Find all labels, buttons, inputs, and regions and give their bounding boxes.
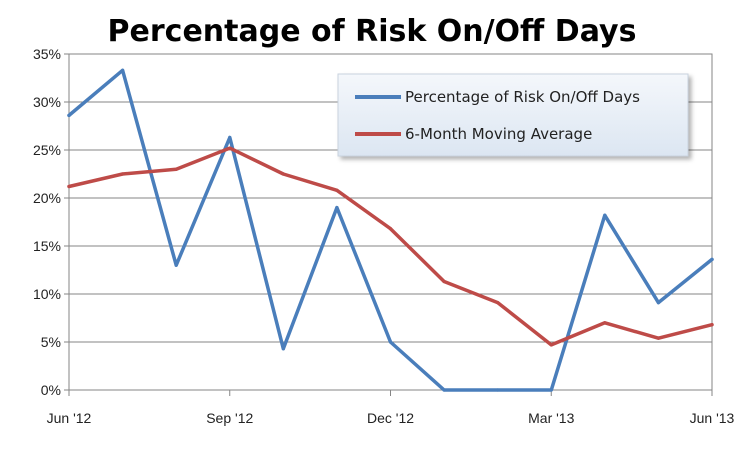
y-tick-label: 15% [33,238,61,254]
data-point-risk-days [388,340,393,344]
data-point-moving-average [335,188,339,192]
data-point-moving-average [549,343,553,347]
data-point-risk-days [228,135,232,140]
data-point-moving-average [120,172,125,176]
data-point-risk-days [656,301,661,305]
x-tick-label: Dec '12 [367,410,414,426]
data-point-moving-average [603,321,607,325]
y-tick-label: 30% [33,94,61,110]
y-tick-label: 0% [41,382,61,398]
x-tick-label: Sep '12 [206,410,253,426]
y-tick-label: 25% [33,142,61,158]
y-tick-label: 35% [33,46,61,62]
data-point-moving-average [442,279,446,284]
data-point-risk-days [335,206,339,210]
y-tick-label: 10% [33,286,61,302]
x-tick-label: Mar '13 [528,410,574,426]
data-point-moving-average [388,227,393,231]
data-point-risk-days [710,257,714,262]
data-point-moving-average [710,323,714,327]
data-point-risk-days [174,263,178,267]
data-point-risk-days [496,388,500,392]
legend: Percentage of Risk On/Off Days 6-Month M… [337,73,689,157]
axes: 0% 5% 10% 15% 20% 25% 30% 35% Jun '12 Sep '12 Dec … [33,46,735,426]
data-point-moving-average [496,301,500,305]
data-point-risk-days [120,68,125,72]
data-point-moving-average [656,336,661,340]
chart-title: Percentage of Risk On/Off Days [108,14,637,49]
data-point-risk-days [67,113,71,118]
legend-box [337,73,689,157]
data-point-risk-days [442,388,446,392]
data-point-risk-days [281,347,285,351]
series-lines [67,68,714,392]
data-point-moving-average [174,167,178,171]
y-tick-label: 5% [41,334,61,350]
data-point-moving-average [228,146,232,150]
y-tick-label: 20% [33,190,61,206]
data-point-risk-days [549,388,553,392]
data-point-moving-average [281,172,285,176]
x-tick-label: Jun '13 [690,410,735,426]
data-point-moving-average [67,184,71,189]
x-tick-label: Jun '12 [47,410,92,426]
legend-label-moving-average: 6-Month Moving Average [405,125,592,143]
legend-label-risk-days: Percentage of Risk On/Off Days [405,88,640,106]
data-point-risk-days [603,213,607,217]
